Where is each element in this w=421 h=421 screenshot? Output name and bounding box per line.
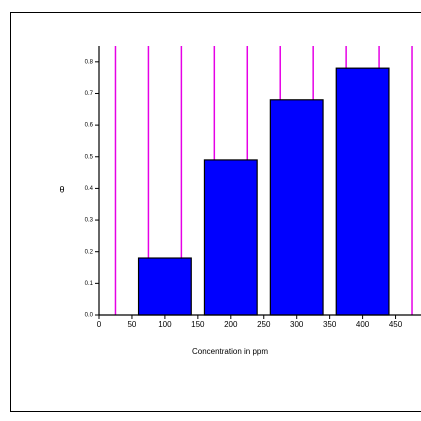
x-tick-label: 100: [158, 320, 172, 329]
y-tick-label: 0.2: [85, 249, 94, 255]
y-tick-label: 0.3: [85, 218, 94, 224]
x-tick-label: 200: [224, 320, 238, 329]
x-tick-label: 0: [97, 320, 102, 329]
y-tick-label: 0.6: [85, 123, 94, 129]
frame: [10, 12, 421, 412]
y-tick-label: 0.7: [85, 91, 94, 97]
x-tick-label: 300: [290, 320, 304, 329]
y-tick-label: 0.8: [85, 59, 94, 65]
y-tick-label: 0.0: [85, 313, 94, 319]
y-tick-label: 0.5: [85, 154, 94, 160]
y-tick-label: 0.4: [85, 186, 94, 192]
x-tick-label: 50: [127, 320, 136, 329]
bar: [335, 67, 390, 316]
x-tick-label: 250: [257, 320, 271, 329]
x-tick-label: 450: [389, 320, 403, 329]
x-tick-label: 150: [191, 320, 205, 329]
x-tick-label: 350: [323, 320, 337, 329]
bar: [269, 99, 324, 316]
y-tick-label: 0.1: [85, 281, 94, 287]
x-tick-label: 400: [356, 320, 370, 329]
bar: [203, 159, 258, 316]
y-axis-label: θ: [59, 184, 64, 194]
bar: [137, 257, 192, 316]
x-axis-label: Concentration in ppm: [192, 347, 268, 356]
